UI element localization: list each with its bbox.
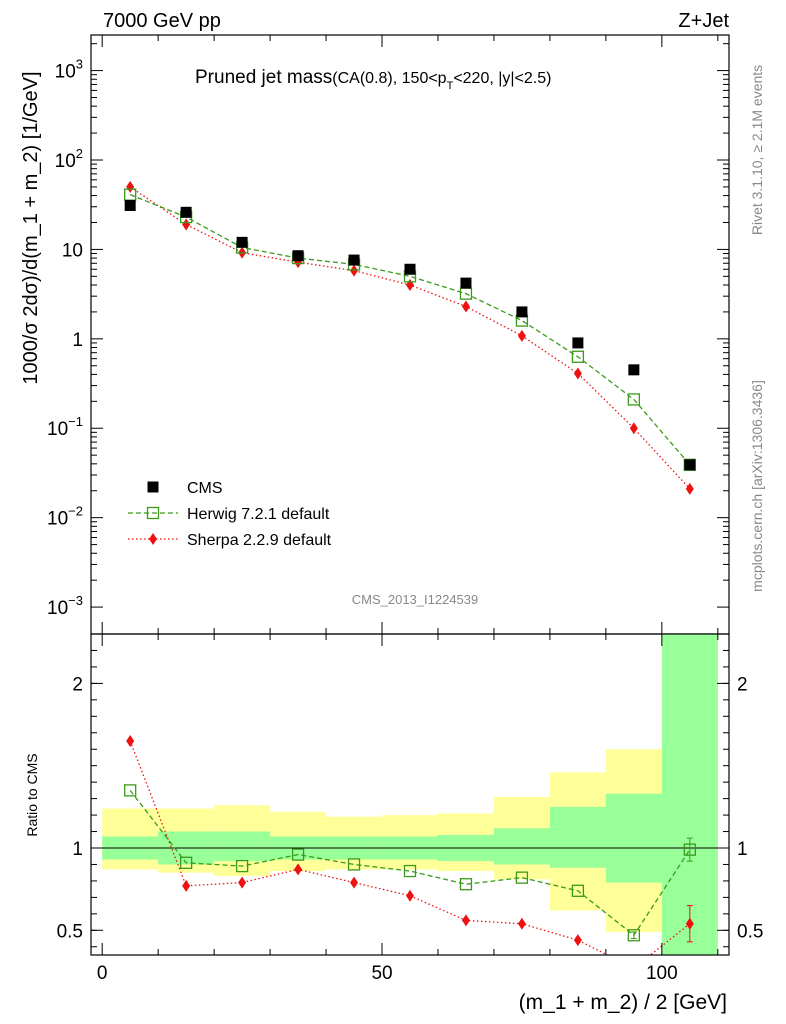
header-right: Z+Jet xyxy=(678,10,729,32)
main-y-tick-label: 10−3 xyxy=(47,593,83,619)
ratio-sherpa-marker xyxy=(406,889,414,902)
main-cms-marker xyxy=(516,306,528,318)
main-herwig-line xyxy=(129,194,691,466)
main-cms-marker xyxy=(180,206,192,218)
x-tick-label: 100 xyxy=(646,963,678,984)
x-tick-label: 0 xyxy=(97,963,108,984)
main-cms-marker xyxy=(236,236,248,248)
main-sherpa-marker xyxy=(406,278,414,291)
ratio-herwig-marker xyxy=(124,784,137,797)
main-sherpa-marker xyxy=(461,300,470,313)
legend-label: CMS xyxy=(187,480,223,497)
ratio-sherpa-line xyxy=(129,740,691,955)
header-left: 7000 GeV pp xyxy=(103,10,221,32)
legend-label: Sherpa 2.2.9 default xyxy=(187,532,332,549)
ratio-herwig-marker xyxy=(179,856,193,869)
chart-title-sub-c: <220, |y|<2.5) xyxy=(453,70,551,87)
ratio-herwig-marker xyxy=(683,843,696,856)
chart-title-sub-b: T xyxy=(447,80,454,92)
main-cms-marker xyxy=(348,254,360,266)
legend-label: Herwig 7.2.1 default xyxy=(187,506,330,523)
analysis-watermark: CMS_2013_I1224539 xyxy=(352,592,479,607)
main-y-tick-label: 10−1 xyxy=(47,414,83,440)
chart-title: Pruned jet mass(CA(0.8), 150<pT<220, |y|… xyxy=(195,67,551,92)
main-herwig-marker xyxy=(571,350,585,363)
legend-entry: Herwig 7.2.1 default xyxy=(128,506,330,523)
legend: CMS Herwig 7.2.1 default Sherpa 2.2.9 defa… xyxy=(128,480,332,549)
legend-marker xyxy=(149,533,157,545)
ratio-herwig-marker xyxy=(403,864,417,878)
ratio-herwig-marker xyxy=(515,871,529,884)
ratio-sherpa-marker xyxy=(126,735,135,747)
ratio-sherpa-marker xyxy=(573,934,582,947)
main-cms-marker xyxy=(404,263,416,275)
legend-marker xyxy=(146,506,160,520)
main-cms-marker xyxy=(292,250,304,262)
main-panel: 10−3 10−2 10−1 1 10 102 103 CMS Herwig 7.2.1 def… xyxy=(47,34,730,635)
uncertainty-band-stat xyxy=(661,634,718,955)
ratio-herwig-marker xyxy=(235,859,249,873)
ratio-clipped-group xyxy=(91,634,729,974)
main-sherpa-marker xyxy=(350,264,359,277)
x-axis-title: (m_1 + m_2) / 2 [GeV] xyxy=(519,991,727,1014)
ratio-herwig-marker xyxy=(571,884,585,897)
uncertainty-band-stat xyxy=(605,793,662,883)
x-tick-label: 50 xyxy=(371,963,392,984)
ratio-y-tick-label: 2 xyxy=(72,674,83,695)
main-y-tick-label: 10 xyxy=(62,240,83,261)
main-sherpa-marker xyxy=(685,482,694,495)
legend-marker xyxy=(147,481,159,493)
ratio-herwig-line xyxy=(129,789,691,937)
ratio-y-tick-label: 1 xyxy=(737,839,748,860)
ratio-sherpa-marker xyxy=(630,962,638,974)
ratio-sherpa-marker xyxy=(685,917,694,930)
main-sherpa-marker xyxy=(182,218,191,231)
main-herwig-marker xyxy=(627,393,641,406)
main-cms-marker xyxy=(124,199,136,211)
ratio-herwig-marker xyxy=(627,929,641,942)
main-y-tick-label: 102 xyxy=(55,146,83,172)
uncertainty-band-stat xyxy=(493,828,550,865)
main-sherpa-marker xyxy=(573,367,582,380)
mcplots-label: mcplots.cern.ch [arXiv:1306.3436] xyxy=(749,380,765,592)
chart-title-main: Pruned jet mass xyxy=(195,67,332,88)
main-y-tick-label: 103 xyxy=(55,57,83,83)
ratio-herwig-marker xyxy=(459,878,473,891)
ratio-herwig-marker xyxy=(291,848,305,861)
ratio-y-tick-label: 0.5 xyxy=(737,921,763,942)
ratio-sherpa-marker xyxy=(294,863,303,876)
main-sherpa-marker xyxy=(517,329,526,342)
ratio-y-axis-title: Ratio to CMS xyxy=(24,753,40,836)
ratio-frame xyxy=(90,633,730,956)
main-cms-marker xyxy=(460,277,472,289)
main-cms-marker xyxy=(572,337,584,349)
chart-title-sub-a: (CA(0.8), 150<p xyxy=(332,70,446,87)
main-sherpa-marker xyxy=(629,422,638,435)
main-cms-marker xyxy=(628,364,640,376)
ratio-sherpa-marker xyxy=(238,876,247,889)
ratio-sherpa-marker xyxy=(182,879,191,892)
ratio-sherpa-marker xyxy=(461,914,470,927)
ratio-herwig-marker xyxy=(347,858,361,871)
uncertainty-band-stat xyxy=(214,831,271,862)
main-y-axis-title: 1000/σ 2dσ)/d(m_1 + m_2) [1/GeV] xyxy=(20,71,42,384)
ratio-y-tick-label: 1 xyxy=(72,839,83,860)
legend-entry: CMS xyxy=(147,480,223,497)
ratio-panel: 0.5 0.5 1 1 2 2 0 50 100 xyxy=(57,633,763,984)
ratio-y-tick-label: 0.5 xyxy=(57,921,83,942)
main-sherpa-marker xyxy=(126,180,135,193)
rivet-label: Rivet 3.1.10, ≥ 2.1M events xyxy=(749,65,765,235)
main-cms-marker xyxy=(684,459,696,471)
ratio-sherpa-marker xyxy=(517,917,526,930)
main-y-tick-label: 1 xyxy=(72,330,83,351)
uncertainty-band-stat xyxy=(549,806,606,868)
main-y-tick-label: 10−2 xyxy=(47,504,83,530)
ratio-y-tick-label: 2 xyxy=(737,674,748,695)
legend-entry: Sherpa 2.2.9 default xyxy=(128,532,332,549)
ratio-sherpa-marker xyxy=(350,876,359,889)
